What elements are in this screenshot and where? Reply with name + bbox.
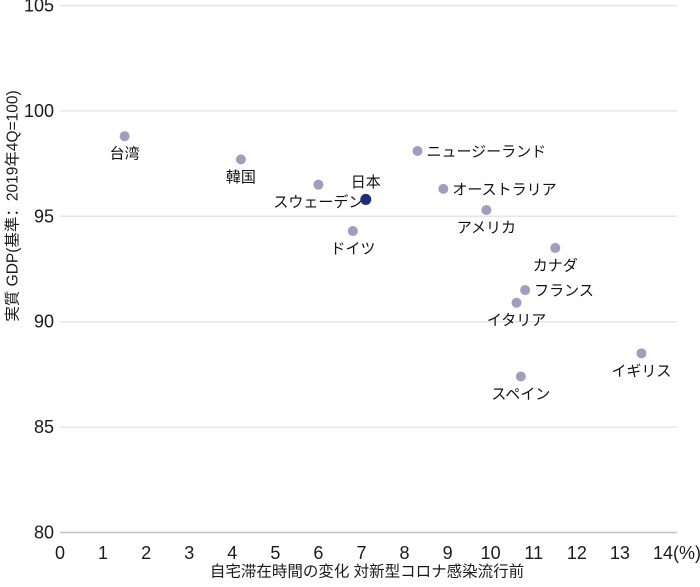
data-point-dot-イギリス <box>636 348 647 359</box>
data-point-label-オーストラリア: オーストラリア <box>452 181 556 198</box>
data-point-dot-スペイン <box>515 371 526 382</box>
data-point-dot-オーストラリア <box>438 183 449 194</box>
x-tick-label-11: 11 <box>524 543 543 563</box>
y-tick-label-90: 90 <box>34 312 54 332</box>
x-tick-label-0: 0 <box>55 543 65 563</box>
data-point-dot-イタリア <box>511 297 522 308</box>
x-tick-label-12: 12 <box>567 543 587 563</box>
data-point-dot-台湾 <box>119 131 130 142</box>
x-tick-label-2: 2 <box>141 543 151 563</box>
y-tick-label-95: 95 <box>34 206 54 226</box>
data-point-label-スウェーデン: スウェーデン <box>273 193 363 211</box>
data-point-label-カナダ: カナダ <box>533 257 578 274</box>
x-tick-label-7: 7 <box>356 543 366 563</box>
data-point-label-台湾: 台湾 <box>110 146 140 163</box>
x-tick-label-13: 13 <box>610 543 630 563</box>
y-tick-label-85: 85 <box>34 417 54 437</box>
data-point-label-韓国: 韓国 <box>226 169 256 186</box>
data-point-dot-韓国 <box>235 154 246 165</box>
data-point-label-ニュージーランド: ニュージーランド <box>426 143 546 160</box>
data-point-label-ドイツ: ドイツ <box>330 241 375 258</box>
y-tick-label-105: 105 <box>24 0 54 16</box>
data-point-dot-ニュージーランド <box>412 145 423 156</box>
data-point-label-スペイン: スペイン <box>491 386 550 403</box>
data-point-label-イギリス: イギリス <box>611 363 671 380</box>
data-point-dot-カナダ <box>550 242 561 253</box>
x-tick-label-6: 6 <box>313 543 323 563</box>
y-tick-label-80: 80 <box>34 523 54 543</box>
data-point-label-イタリア: イタリア <box>487 312 546 329</box>
x-tick-label-1: 1 <box>98 543 108 563</box>
x-tick-label-9: 9 <box>443 543 453 563</box>
x-axis-title: 自宅滞在時間の変化 対新型コロナ感染流行前 <box>210 563 524 581</box>
data-point-dot-日本 <box>360 193 372 205</box>
y-tick-label-100: 100 <box>24 101 54 121</box>
x-tick-label-8: 8 <box>400 543 410 563</box>
x-tick-label-5: 5 <box>270 543 280 563</box>
y-axis-title: 実質 GDP(基準：2019年4Q=100) <box>4 90 22 321</box>
data-point-dot-アメリカ <box>481 204 492 215</box>
data-point-label-アメリカ: アメリカ <box>457 219 516 236</box>
x-tick-label-14: 14(%) <box>653 543 700 563</box>
data-point-dot-ドイツ <box>347 226 358 237</box>
data-point-dot-フランス <box>520 285 531 296</box>
x-tick-label-10: 10 <box>481 543 501 563</box>
x-tick-label-3: 3 <box>184 543 194 563</box>
data-point-label-フランス: フランス <box>534 283 594 300</box>
x-tick-label-4: 4 <box>227 543 237 563</box>
data-point-dot-スウェーデン <box>313 179 324 190</box>
data-point-label-日本: 日本 <box>351 174 381 191</box>
